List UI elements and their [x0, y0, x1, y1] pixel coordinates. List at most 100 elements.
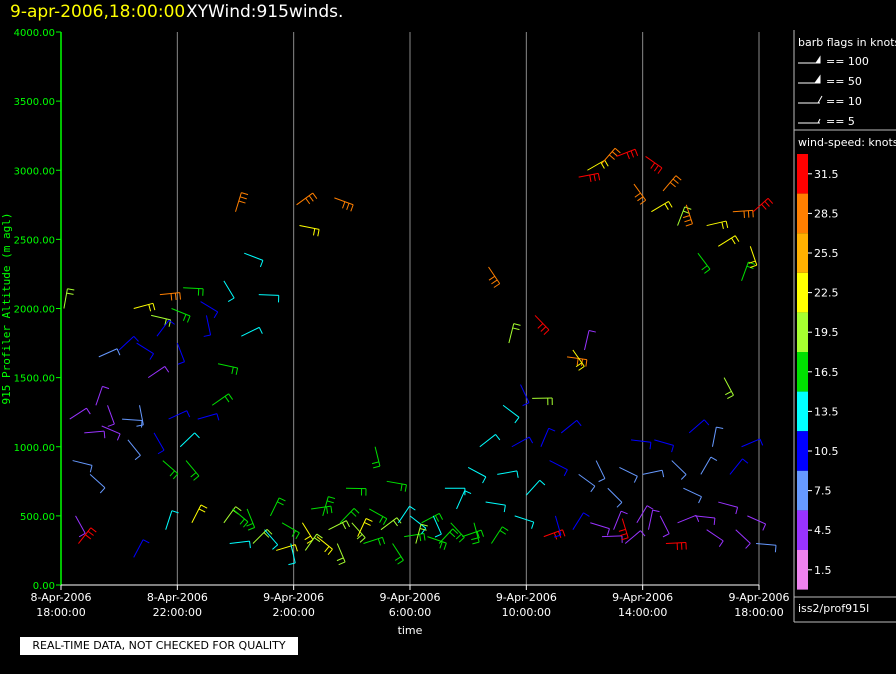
wind-barb — [688, 419, 710, 434]
wind-barb — [386, 480, 407, 492]
wind-barb — [133, 539, 150, 558]
wind-barb — [122, 418, 143, 428]
speed-color-swatch — [797, 391, 808, 432]
wind-barb — [176, 342, 185, 365]
y-tick-label: 0.00 — [33, 581, 55, 592]
wind-barb — [304, 533, 323, 551]
speed-color-swatch — [797, 154, 808, 194]
wind-barb — [75, 515, 86, 538]
wind-barb — [554, 515, 562, 538]
speed-level-label: 4.5 — [814, 524, 832, 537]
wind-barb — [288, 543, 296, 566]
wind-barb — [316, 536, 333, 555]
speed-color-swatch — [797, 470, 808, 511]
wind-barb — [357, 518, 373, 537]
station-label: iss2/prof915l — [798, 602, 870, 615]
wind-barb — [647, 509, 660, 530]
speed-color-swatch — [797, 233, 808, 273]
speed-color-swatch — [797, 312, 808, 352]
wind-barb — [229, 540, 251, 549]
speed-color-swatch — [797, 272, 808, 313]
wind-barb — [601, 535, 623, 543]
wind-barb — [217, 363, 239, 375]
wind-barb — [532, 397, 553, 406]
wind-barb — [488, 266, 501, 288]
wind-barb — [651, 200, 673, 213]
y-tick-label: 500.00 — [20, 512, 55, 523]
wind-barb — [485, 501, 506, 513]
x-tick-label: 6:00:00 — [389, 606, 431, 619]
barb-legend-sample — [798, 55, 821, 64]
wind-barb — [590, 522, 610, 536]
barb-legend-title: barb flags in knots — [798, 36, 896, 49]
x-tick-label: 14:00:00 — [618, 606, 667, 619]
wind-barb — [595, 460, 606, 483]
wind-barb — [89, 474, 106, 494]
wind-barb — [578, 172, 601, 182]
barb-legend-sample — [798, 118, 821, 124]
wind-barb — [72, 460, 93, 473]
x-tick-label: 9-Apr-2006 — [496, 591, 557, 604]
x-tick-label: 9-Apr-2006 — [612, 591, 673, 604]
wind-barb — [479, 434, 501, 448]
wind-barb — [578, 473, 596, 493]
wind-barb — [700, 456, 718, 475]
wind-barb — [729, 458, 749, 475]
wind-barb — [363, 536, 386, 546]
wind-barb — [706, 220, 729, 229]
wind-barb — [747, 515, 767, 531]
speed-color-swatch — [797, 352, 808, 392]
x-tick-label: 9-Apr-2006 — [728, 591, 789, 604]
wind-barb — [156, 319, 175, 337]
y-tick-label: 1500.00 — [14, 374, 55, 385]
wind-barb — [415, 523, 428, 544]
wind-barb — [258, 294, 280, 303]
wind-barb — [659, 515, 670, 538]
x-tick-label: 2:00:00 — [272, 606, 314, 619]
wind-barb — [252, 529, 273, 544]
wind-barb — [616, 148, 639, 160]
speed-level-label: 31.5 — [814, 168, 839, 181]
wind-barb — [438, 528, 459, 544]
wind-barb — [525, 479, 546, 496]
wind-barb — [694, 515, 716, 525]
wind-barb — [520, 384, 530, 407]
wind-barb — [572, 512, 590, 530]
wind-barb — [618, 518, 629, 541]
wind-barb — [508, 323, 521, 344]
speed-level-label: 25.5 — [814, 247, 839, 260]
speed-color-swatch — [797, 510, 808, 550]
wind-barb — [276, 544, 298, 553]
wind-barb — [619, 467, 638, 483]
wind-barb — [735, 529, 751, 549]
wind-barb — [677, 206, 692, 226]
wind-barb — [84, 430, 106, 439]
y-axis-label: 915 Profiler Altitude (m agl) — [0, 212, 13, 404]
wind-barb — [456, 490, 472, 510]
wind-barb — [624, 530, 646, 544]
wind-barb — [69, 407, 91, 420]
speed-color-swatch — [797, 193, 808, 234]
wind-barb — [336, 543, 346, 566]
wind-barb — [683, 487, 702, 504]
wind-barb — [665, 541, 687, 550]
wind-barb — [630, 439, 652, 450]
y-tick-label: 2500.00 — [14, 235, 55, 246]
wind-barb — [607, 487, 623, 508]
chart-main-title: XYWind:915winds. — [186, 2, 344, 22]
wind-barb — [339, 508, 360, 524]
wind-barb — [118, 335, 139, 351]
wind-barb — [584, 330, 596, 351]
wind-barb — [351, 522, 366, 543]
wind-barb — [654, 439, 675, 453]
wind-barb — [752, 197, 774, 213]
wind-barb — [171, 308, 191, 323]
x-tick-label: 22:00:00 — [153, 606, 202, 619]
wind-barb — [706, 529, 724, 547]
wind-barb — [636, 505, 654, 524]
wind-barb — [136, 342, 155, 360]
speed-level-label: 22.5 — [814, 287, 839, 300]
wind-barb — [185, 460, 200, 481]
wind-barb — [471, 522, 480, 545]
